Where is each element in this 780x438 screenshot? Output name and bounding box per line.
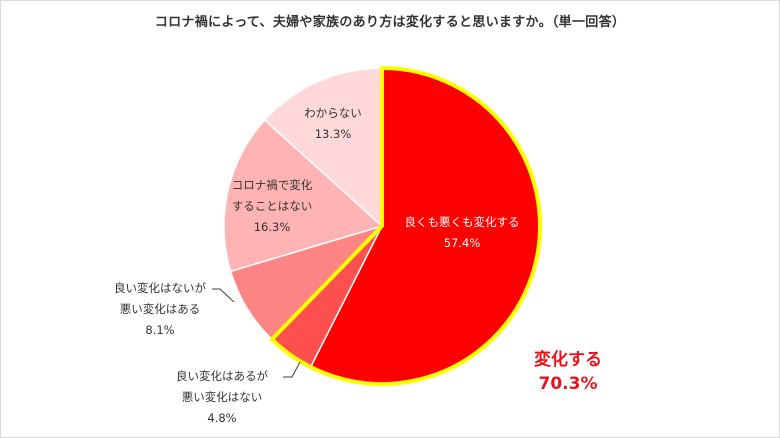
pie-slice: [223, 119, 384, 273]
callout-change: 変化する 70.3%: [534, 349, 602, 394]
label-unknown: わからない 13.3%: [304, 106, 362, 141]
label-bad-only: 良い変化はないが悪い変化はある 8.1%: [114, 281, 206, 337]
leader-line-good-only: [283, 361, 301, 378]
chart-title: コロナ禍によって、夫婦や家族のあり方は変化すると思いますか。（単一回答）: [154, 15, 626, 30]
highlight-border: [269, 65, 542, 386]
pie-slice: [263, 67, 383, 228]
leader-line-bad-only: [212, 288, 235, 303]
label-good-only: 良い変化はあるが悪い変化はない 4.8%: [176, 369, 268, 425]
label-no-change: コロナ禍で変化することはない 16.3%: [232, 178, 313, 234]
label-changes-both: 良くも悪くも変化する 57.4%: [405, 215, 520, 250]
